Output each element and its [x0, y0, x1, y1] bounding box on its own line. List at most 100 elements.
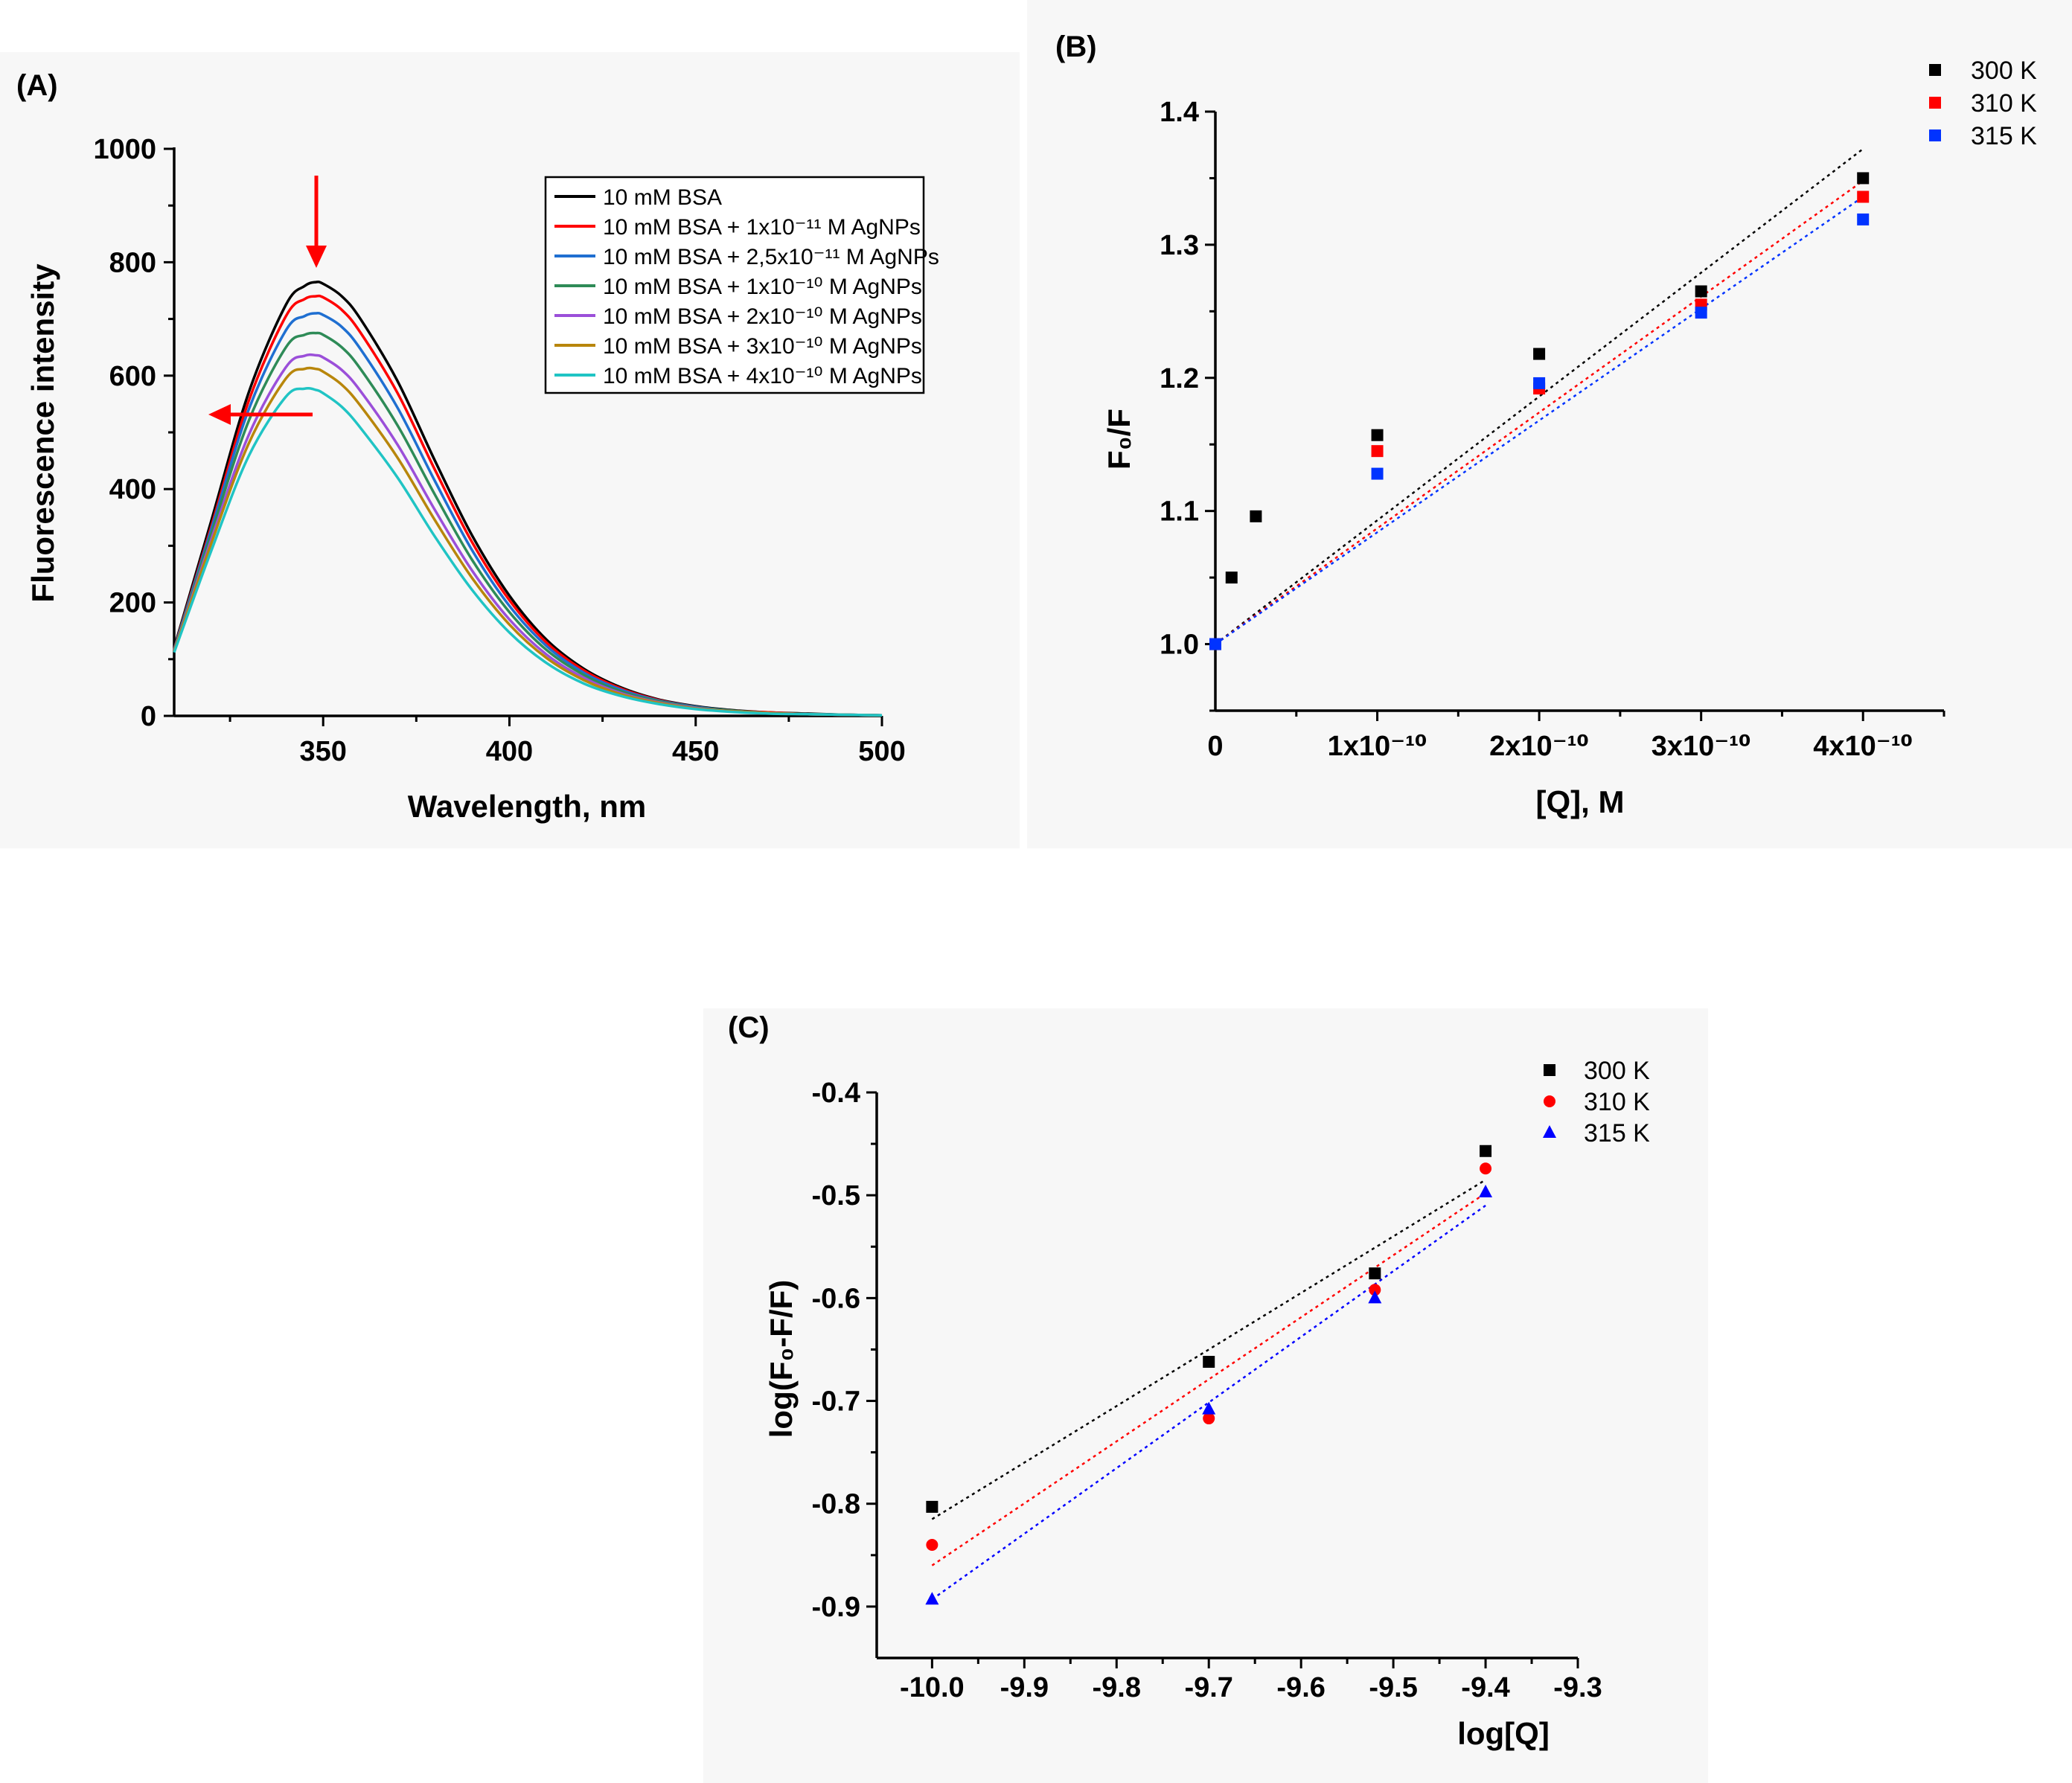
panel-b-data-point — [1250, 510, 1262, 522]
panel-b-plot-area: 1.0 1.1 1.2 1.3 1.4 0 1x10⁻¹⁰ 2x10⁻¹⁰ 3x10⁻¹⁰ 4x1… — [1160, 97, 1945, 762]
panel-b-x-tick-label: 4x10⁻¹⁰ — [1813, 731, 1913, 762]
panel-b-label: (B) — [1055, 31, 1097, 63]
panel-c-x-tick-label: -9.4 — [1461, 1672, 1509, 1703]
panel-b-data-point — [1371, 445, 1384, 458]
panel-c-plot-area: -0.4 -0.5 -0.6 -0.7 -0.8 -0.9 -10.0 -9.9 -9.8 -9.… — [812, 1078, 1602, 1703]
panel-b-data-point — [1371, 429, 1384, 441]
panel-a-x-axis-title: Wavelength, nm — [408, 789, 646, 824]
panel-b-data-point — [1857, 172, 1870, 185]
panel-b-legend: 300 K 310 K 315 K — [1929, 57, 2037, 150]
panel-a-legend-label: 10 mM BSA — [603, 185, 722, 210]
panel-c-data-point — [1202, 1401, 1216, 1415]
panel-b-y-tick-label: 1.0 — [1160, 630, 1199, 661]
panel-b-data-point — [1857, 191, 1870, 203]
panel-a-y-tick-label: 1000 — [93, 134, 156, 165]
panel-b-data-point — [1225, 572, 1238, 584]
panel-b-background — [1027, 0, 2072, 848]
panel-c-x-tick-label: -10.0 — [900, 1672, 965, 1703]
panel-c-y-tick-label: -0.5 — [812, 1180, 860, 1211]
panel-a-legend-label: 10 mM BSA + 1x10⁻¹⁰ M AgNPs — [603, 275, 922, 299]
panel-b-legend-label: 315 K — [1971, 122, 2037, 150]
panel-b-data-point — [1695, 307, 1707, 319]
panel-c-x-tick-label: -9.6 — [1276, 1672, 1325, 1703]
panel-a-y-tick-label: 800 — [109, 247, 156, 278]
panel-b-data-point — [1371, 467, 1384, 480]
panel-b-y-axis-title: F₀/F — [1101, 409, 1136, 470]
panel-b-y-tick-label: 1.1 — [1160, 496, 1199, 528]
panel-c-x-tick-label: -9.8 — [1093, 1672, 1141, 1703]
panel-c-y-axis-title: log(F₀-F/F) — [764, 1280, 799, 1438]
panel-b-legend-marker — [1929, 97, 1941, 109]
panel-c-legend-marker — [1544, 1064, 1555, 1076]
panel-a-y-tick-label: 0 — [141, 701, 156, 732]
panel-b-data-point — [1857, 213, 1870, 225]
panel-b-x-tick-label: 3x10⁻¹⁰ — [1651, 731, 1751, 762]
panel-a-legend-label: 10 mM BSA + 3x10⁻¹⁰ M AgNPs — [603, 334, 922, 359]
panel-c-data-point — [926, 1500, 939, 1513]
panel-c-data-point — [1480, 1162, 1492, 1175]
panel-c-y-tick-label: -0.4 — [812, 1078, 860, 1109]
panel-a-legend-label: 10 mM BSA + 2,5x10⁻¹¹ M AgNPs — [603, 245, 939, 269]
panel-c-y-tick-label: -0.7 — [812, 1386, 860, 1418]
panel-c-x-tick-label: -9.3 — [1553, 1672, 1602, 1703]
panel-a-x-tick-label: 500 — [858, 736, 905, 767]
panel-c-legend-marker — [1543, 1125, 1556, 1138]
panel-c-data-point — [1368, 1290, 1382, 1304]
decrease-arrow-head — [306, 246, 327, 268]
panel-c-label: (C) — [728, 1011, 770, 1044]
panel-c-data-point — [925, 1592, 939, 1605]
panel-b-x-axis-title: [Q], M — [1536, 784, 1625, 819]
panel-c-x-tick-label: -9.7 — [1184, 1672, 1232, 1703]
panel-c-x-tick-label: -9.9 — [1000, 1672, 1049, 1703]
decrease-arrow — [306, 176, 327, 268]
panel-b-data-point — [1695, 285, 1707, 298]
panel-a-x-tick-label: 350 — [300, 736, 347, 767]
panel-c-y-tick-label: -0.9 — [812, 1592, 860, 1623]
panel-a-legend: 10 mM BSA 10 mM BSA + 1x10⁻¹¹ M AgNPs 10 m… — [544, 176, 939, 394]
panel-c-data-point — [1203, 1356, 1215, 1369]
panel-c-data-point — [1480, 1145, 1492, 1157]
panel-a-legend-label: 10 mM BSA + 4x10⁻¹⁰ M AgNPs — [603, 364, 922, 388]
panel-b-data-point — [1209, 638, 1221, 650]
panel-c-y-tick-label: -0.6 — [812, 1283, 860, 1314]
panel-c: (C) -0.4 -0.5 -0.6 -0.7 -0.8 -0.9 -10.0 -9.9 -9.… — [703, 1008, 1708, 1783]
panel-a-legend-label: 10 mM BSA + 1x10⁻¹¹ M AgNPs — [603, 215, 921, 240]
panel-a-y-tick-label: 200 — [109, 588, 156, 619]
panel-b-legend-label: 300 K — [1971, 57, 2037, 85]
panel-b-legend-marker — [1929, 64, 1941, 76]
panel-b-x-tick-label: 0 — [1207, 731, 1223, 762]
panel-b-y-tick-label: 1.2 — [1160, 363, 1199, 394]
panel-b: (B) 1.0 1.1 1.2 1.3 1.4 0 1x10⁻¹⁰ 2x10⁻¹⁰ 3x10⁻¹… — [1027, 0, 2072, 848]
panel-c-x-axis-title: log[Q] — [1457, 1716, 1550, 1751]
panel-a-legend-label: 10 mM BSA + 2x10⁻¹⁰ M AgNPs — [603, 304, 922, 329]
panel-c-background — [703, 1008, 1708, 1783]
shift-arrow-head — [208, 404, 231, 425]
panel-b-y-tick-label: 1.4 — [1160, 97, 1199, 128]
panel-b-fit-line — [1215, 148, 1864, 645]
panel-a-series-line — [173, 387, 883, 717]
panel-c-legend-label: 315 K — [1584, 1119, 1650, 1147]
panel-c-data-point — [1203, 1412, 1215, 1425]
panel-a-y-tick-label: 400 — [109, 474, 156, 505]
panel-b-y-tick-label: 1.3 — [1160, 230, 1199, 261]
panel-b-data-point — [1533, 348, 1546, 360]
panel-c-fit-line — [931, 1179, 1486, 1520]
panel-c-data-point — [1369, 1267, 1381, 1280]
panel-a: (A) 0 200 400 600 800 1000 350 400 450 500 Wavele… — [0, 52, 1020, 848]
panel-a-legend-box — [544, 176, 925, 394]
shift-arrow — [208, 404, 313, 425]
panel-b-x-tick-label: 1x10⁻¹⁰ — [1328, 731, 1427, 762]
panel-b-x-tick-label: 2x10⁻¹⁰ — [1489, 731, 1589, 762]
panel-b-data-point — [1533, 377, 1546, 389]
panel-c-legend: 300 K 310 K 315 K — [1543, 1057, 1650, 1147]
panel-c-legend-label: 300 K — [1584, 1057, 1650, 1085]
panel-b-fit-line — [1215, 180, 1864, 645]
panel-b-legend-marker — [1929, 129, 1941, 141]
panel-a-x-tick-label: 400 — [486, 736, 533, 767]
panel-a-y-tick-label: 600 — [109, 361, 156, 392]
panel-c-data-point — [1369, 1284, 1381, 1296]
panel-b-legend-label: 310 K — [1971, 89, 2037, 118]
panel-c-y-tick-label: -0.8 — [812, 1489, 860, 1520]
panel-a-label: (A) — [16, 69, 58, 102]
